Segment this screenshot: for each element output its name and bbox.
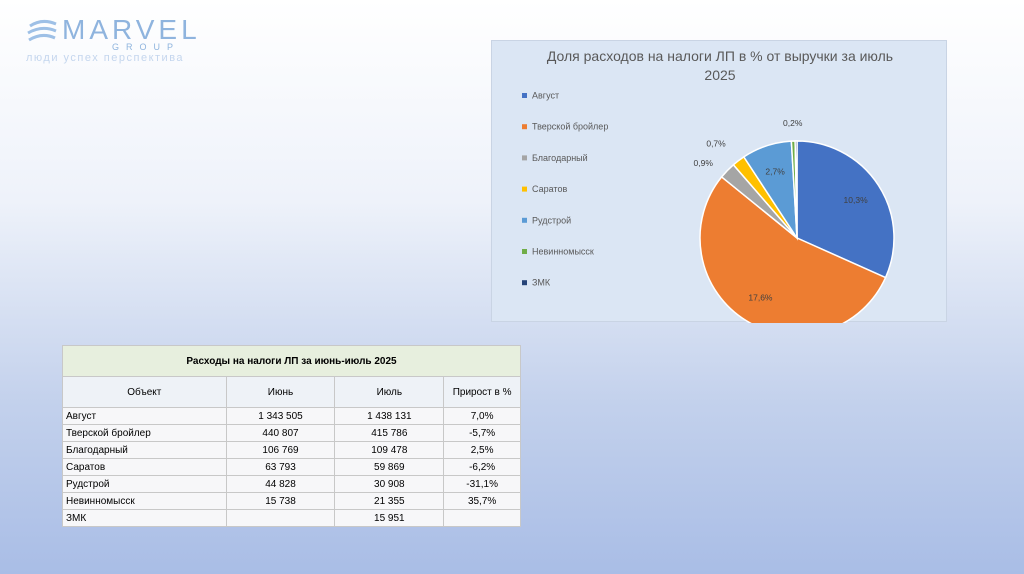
table-cell-value <box>443 509 521 527</box>
legend-swatch <box>522 155 527 161</box>
legend-label: Благодарный <box>532 153 588 163</box>
table-cell-value: 15 738 <box>225 492 336 510</box>
pie-slice <box>794 140 798 239</box>
table-cell-value: 15 951 <box>334 509 445 527</box>
table-header-cell: Июль <box>334 376 445 408</box>
pie-chart-panel: Доля расходов на налоги ЛП в % от выручк… <box>491 40 948 323</box>
table-cell-value: 440 807 <box>225 424 336 442</box>
legend-label: Тверской бройлер <box>532 122 608 132</box>
table-cell-value: -5,7% <box>443 424 521 442</box>
table-cell-value: -6,2% <box>443 458 521 476</box>
legend-label: Саратов <box>532 184 567 194</box>
pie-data-label: 10,3% <box>844 195 869 205</box>
legend-swatch <box>522 93 527 98</box>
table-title: Расходы на налоги ЛП за июнь-июль 2025 <box>62 345 521 377</box>
table-cell-object: Благодарный <box>62 441 227 459</box>
table-row: Тверской бройлер 440 807 415 786 -5,7% <box>62 424 521 442</box>
table-cell-object: Саратов <box>62 458 227 476</box>
table-cell-value: 63 793 <box>225 458 336 476</box>
chart-title-line1: Доля расходов на налоги ЛП в % от выручк… <box>546 48 894 64</box>
table-cell-object: Невинномысск <box>62 492 227 510</box>
table-row: ЗМК 15 951 <box>62 509 521 527</box>
legend-swatch <box>522 124 527 130</box>
table-cell-value: 1 438 131 <box>334 407 445 425</box>
legend-swatch <box>522 217 527 223</box>
table-cell-value: 44 828 <box>225 475 336 493</box>
logo-swoosh-icon <box>27 19 57 42</box>
table-cell-value: 106 769 <box>225 441 336 459</box>
pie-data-label: 0,2% <box>783 118 803 128</box>
pie-data-label: 2,7% <box>765 167 785 177</box>
legend-label: Невинномысск <box>532 247 594 257</box>
table-row: Благодарный 106 769 109 478 2,5% <box>62 441 521 459</box>
table-row: Саратов 63 793 59 869 -6,2% <box>62 458 521 476</box>
pie-slice <box>796 140 895 279</box>
table-row: Невинномысск 15 738 21 355 35,7% <box>62 492 521 510</box>
table-header-cell: Объект <box>62 376 227 408</box>
company-logo: MARVEL GROUP люди успех перспектива <box>26 14 197 70</box>
legend-swatch <box>522 249 527 254</box>
table-cell-value: 35,7% <box>443 492 521 510</box>
table-cell-value: 21 355 <box>334 492 445 510</box>
table-cell-object: ЗМК <box>62 509 227 527</box>
table-cell-value: 415 786 <box>334 424 445 442</box>
table-cell-value: -31,1% <box>443 475 521 493</box>
table-cell-value: 109 478 <box>334 441 445 459</box>
tax-expense-table: Расходы на налоги ЛП за июнь-июль 2025 О… <box>62 345 521 527</box>
pie-data-label: 17,6% <box>748 293 773 303</box>
logo-word: MARVEL <box>62 14 201 45</box>
table-cell-value <box>225 509 336 527</box>
pie-slice <box>699 175 887 323</box>
pie-data-label: 0,7% <box>706 138 726 148</box>
pie-chart: Август Тверской бройлер Благодарный Саратов… <box>522 91 895 323</box>
table-cell-value: 59 869 <box>334 458 445 476</box>
table-header-row: Объект Июнь Июль Прирост в % <box>62 376 521 408</box>
legend-label: Август <box>532 91 559 101</box>
table-cell-object: Рудстрой <box>62 475 227 493</box>
pie-data-label: 0,9% <box>694 158 714 168</box>
table-header-cell: Прирост в % <box>443 376 521 408</box>
table-row: Рудстрой 44 828 30 908 -31,1% <box>62 475 521 493</box>
legend-swatch <box>522 280 527 286</box>
table-cell-object: Тверской бройлер <box>62 424 227 442</box>
logo-group: GROUP <box>112 42 181 52</box>
table-cell-object: Август <box>62 407 227 425</box>
legend-label: ЗМК <box>532 278 551 288</box>
table-header-cell: Июнь <box>225 376 336 408</box>
table-cell-value: 1 343 505 <box>225 407 336 425</box>
legend-swatch <box>522 186 527 192</box>
table-cell-value: 30 908 <box>334 475 445 493</box>
table-row: Август 1 343 505 1 438 131 7,0% <box>62 407 521 425</box>
chart-title-line2: 2025 <box>704 67 736 83</box>
chart-title: Доля расходов на налоги ЛП в % от выручк… <box>492 47 948 85</box>
logo-tagline: люди успех перспектива <box>26 52 185 64</box>
legend-label: Рудстрой <box>532 215 571 225</box>
table-cell-value: 7,0% <box>443 407 521 425</box>
table-cell-value: 2,5% <box>443 441 521 459</box>
